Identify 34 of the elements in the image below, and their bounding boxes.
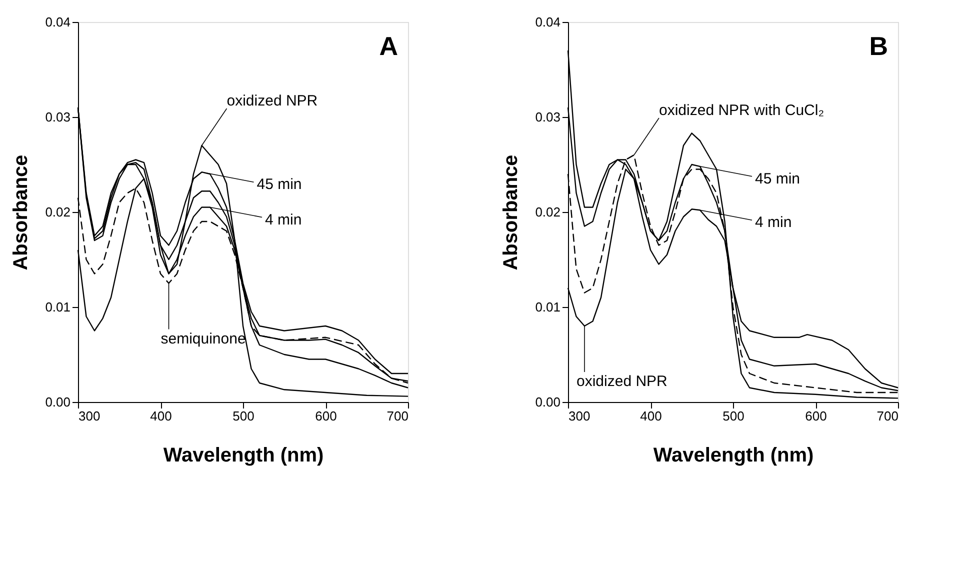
x-tick-label: 300 <box>568 408 590 424</box>
x-axis-title: Wavelength (nm) <box>163 444 324 466</box>
annotation: 4 min <box>755 214 792 232</box>
x-tick-label: 500 <box>722 408 744 424</box>
annotation: oxidized NPR <box>576 373 668 390</box>
y-tick-label: 0.00 <box>45 394 70 410</box>
x-tick-label: 400 <box>640 408 662 424</box>
x-tick-label: 600 <box>805 408 827 424</box>
x-tick-label: 700 <box>386 408 408 424</box>
annotation: 4 min <box>265 211 302 228</box>
y-tick-label: 0.03 <box>45 110 70 124</box>
x-axis-title: Wavelength (nm) <box>653 444 814 466</box>
x-tick-label: 400 <box>150 408 172 424</box>
x-tick-label: 600 <box>315 408 337 424</box>
y-tick-label: 0.04 <box>535 14 560 30</box>
y-tick-label: 0.01 <box>535 300 560 314</box>
x-tick-label: 700 <box>876 408 898 424</box>
annotation: 45 min <box>755 170 800 188</box>
annotation: oxidized NPR <box>226 92 318 110</box>
annotation: B <box>869 31 888 61</box>
y-tick-label: 0.02 <box>45 204 70 220</box>
y-tick-label: 0.03 <box>535 110 560 124</box>
y-tick-label: 0.04 <box>45 14 70 30</box>
y-tick-label: 0.02 <box>535 204 560 220</box>
y-tick-label: 0.01 <box>45 300 70 314</box>
annotation: A <box>379 31 398 61</box>
annotation: semiquinone <box>160 330 246 348</box>
annotation: 45 min <box>256 176 302 194</box>
y-tick-label: 0.00 <box>535 394 560 410</box>
y-axis-title: Absorbance <box>10 154 32 270</box>
annotation: oxidized NPR with CuCl₂ <box>659 102 824 119</box>
x-tick-label: 500 <box>232 408 254 424</box>
y-axis-title: Absorbance <box>500 154 522 270</box>
x-tick-label: 300 <box>78 408 100 424</box>
